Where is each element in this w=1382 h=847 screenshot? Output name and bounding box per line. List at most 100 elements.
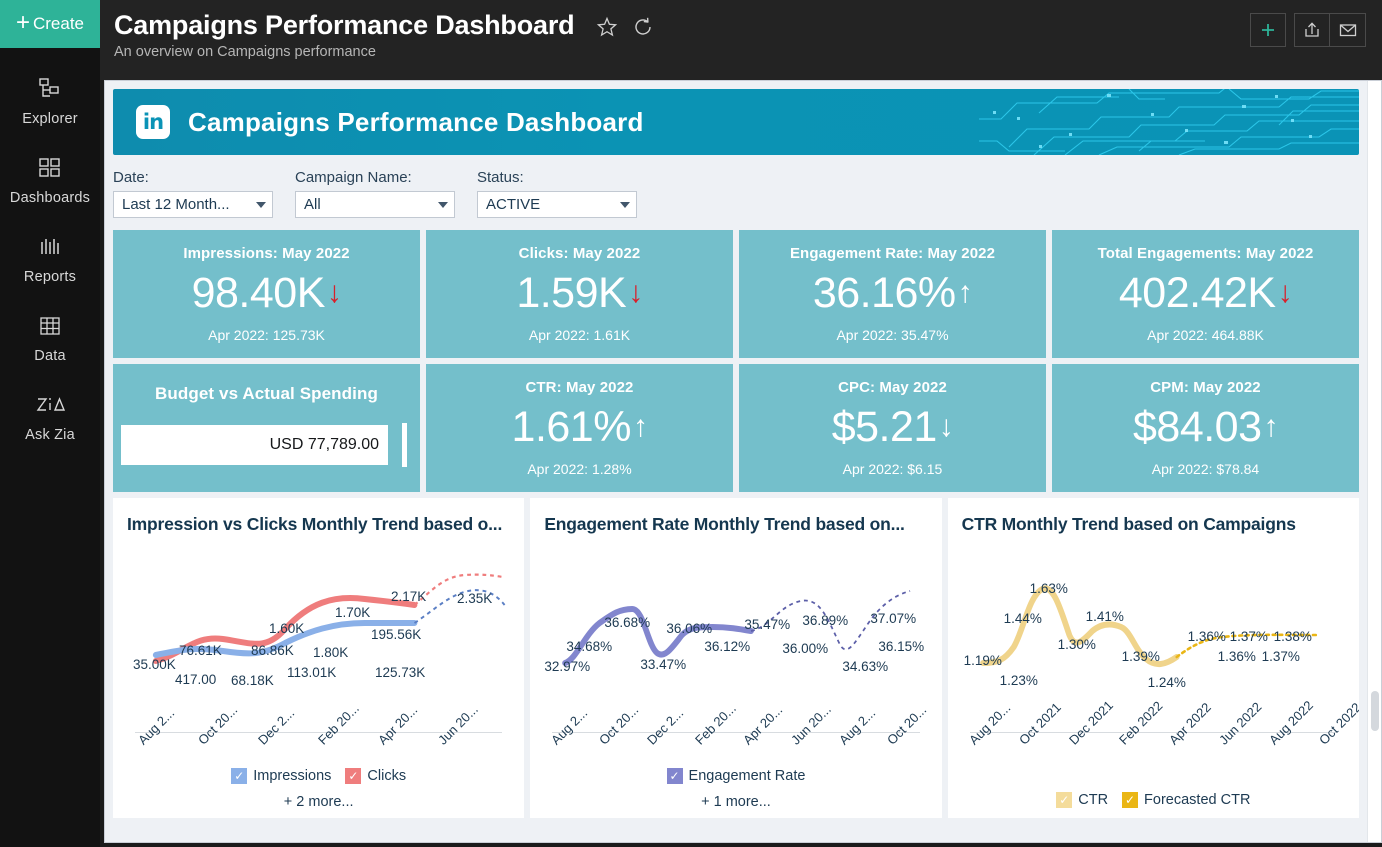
- chart-lines: [152, 573, 506, 664]
- data-label: 36.89%: [802, 613, 849, 628]
- sidebar-item-data[interactable]: Data: [0, 311, 100, 364]
- chart-plot-area: 35.00K 417.00 76.61K 68.18K 86.86K 113.0…: [127, 543, 510, 733]
- chart-title: Engagement Rate Monthly Trend based on..…: [544, 514, 905, 534]
- main-area: Campaigns Performance Dashboard An overv…: [100, 0, 1382, 847]
- sidebar-item-dashboards[interactable]: Dashboards: [0, 153, 100, 206]
- legend-checkbox-icon[interactable]: ✓: [1056, 792, 1073, 808]
- title-icon-group: [596, 16, 654, 38]
- data-label: 417.00: [175, 672, 217, 687]
- plus-icon: [1262, 24, 1274, 36]
- kpi-value: 98.40K: [191, 268, 326, 317]
- chart-title: Impression vs Clicks Monthly Trend based…: [127, 514, 503, 534]
- chart-title: CTR Monthly Trend based on Campaigns: [961, 514, 1296, 534]
- email-button[interactable]: [1330, 13, 1366, 47]
- star-icon[interactable]: [596, 16, 618, 38]
- refresh-icon[interactable]: [632, 16, 654, 38]
- campaign-name-filter-select[interactable]: All: [295, 191, 455, 218]
- budget-gauge-value: USD 77,789.00: [121, 425, 388, 465]
- legend-item-clicks[interactable]: ✓ Clicks: [345, 768, 406, 784]
- kpi-title: Engagement Rate: May 2022: [789, 244, 996, 262]
- kpi-card-ctr[interactable]: CTR: May 2022 1.61% ↑ Apr 2022: 1.28%: [426, 364, 733, 492]
- data-label: 35.00K: [133, 657, 176, 672]
- chart-plot-area: 32.97% 34.68% 36.68% 33.47% 36.06% 36.12…: [544, 543, 927, 733]
- date-filter-select[interactable]: Last 12 Month...: [113, 191, 273, 218]
- legend-checkbox-icon[interactable]: ✓: [666, 768, 683, 784]
- data-label: 36.00%: [782, 641, 829, 656]
- data-label: 1.24%: [1147, 675, 1186, 690]
- kpi-card-total-engagements[interactable]: Total Engagements: May 2022 402.42K ↓ Ap…: [1052, 230, 1359, 358]
- data-icon: [37, 311, 63, 341]
- data-label: 35.47%: [744, 617, 791, 632]
- chart-legend: ✓ Impressions ✓ Clicks: [113, 768, 524, 784]
- legend-checkbox-icon[interactable]: ✓: [1122, 792, 1139, 808]
- dashboard-canvas: in Campaigns Performance Dashboard: [104, 80, 1382, 843]
- kpi-card-engagement-rate[interactable]: Engagement Rate: May 2022 36.16% ↑ Apr 2…: [739, 230, 1046, 358]
- sidebar-item-ask-zia[interactable]: Ask Zia: [0, 390, 100, 443]
- legend-more-link[interactable]: + 2 more...: [283, 794, 354, 810]
- sidebar-item-label: Dashboards: [9, 190, 91, 206]
- kpi-title: Impressions: May 2022: [183, 244, 350, 262]
- legend-item-ctr[interactable]: ✓ CTR: [1056, 792, 1108, 808]
- reports-icon: [37, 232, 63, 262]
- legend-checkbox-icon[interactable]: ✓: [231, 768, 248, 784]
- data-label: 1.37%: [1229, 629, 1268, 644]
- sidebar-item-explorer[interactable]: Explorer: [0, 74, 100, 127]
- date-filter-label: Date:: [113, 169, 149, 186]
- data-label: 125.73K: [375, 665, 426, 680]
- banner-title: Campaigns Performance Dashboard: [188, 106, 644, 137]
- kpi-value-row: $84.03 ↑: [1133, 404, 1279, 450]
- kpi-value: 402.42K: [1118, 268, 1276, 317]
- kpi-row-1: Impressions: May 2022 98.40K ↓ Apr 2022:…: [105, 218, 1367, 358]
- kpi-row-2: Budget vs Actual Spending USD 77,789.00 …: [105, 358, 1367, 492]
- data-label: 1.38%: [1273, 629, 1312, 644]
- title-block: Campaigns Performance Dashboard An overv…: [114, 8, 575, 60]
- kpi-title: Clicks: May 2022: [518, 244, 641, 262]
- data-label: 36.12%: [704, 639, 751, 654]
- legend-checkbox-icon[interactable]: ✓: [345, 768, 362, 784]
- data-label: 1.23%: [999, 673, 1038, 688]
- ctr-chart[interactable]: CTR Monthly Trend based on Campaigns 1.1…: [947, 498, 1359, 818]
- kpi-previous: Apr 2022: 464.88K: [1147, 327, 1264, 344]
- kpi-card-budget-vs-actual[interactable]: Budget vs Actual Spending USD 77,789.00: [113, 364, 420, 492]
- trend-down-icon: ↓: [628, 276, 643, 310]
- sidebar-item-label: Data: [34, 348, 66, 364]
- vertical-scrollbar[interactable]: [1367, 81, 1381, 842]
- kpi-previous: Apr 2022: $6.15: [842, 461, 943, 478]
- scrollbar-thumb[interactable]: [1371, 691, 1379, 731]
- data-label: 36.68%: [604, 615, 651, 630]
- data-label: 86.86K: [251, 643, 294, 658]
- kpi-title: CPM: May 2022: [1150, 378, 1261, 396]
- kpi-card-cpc[interactable]: CPC: May 2022 $5.21 ↓ Apr 2022: $6.15: [739, 364, 1046, 492]
- status-filter-select[interactable]: ACTIVE: [477, 191, 637, 218]
- data-label: 1.36%: [1187, 629, 1226, 644]
- kpi-previous: Apr 2022: 35.47%: [836, 327, 949, 344]
- legend-more-link[interactable]: + 1 more...: [701, 794, 771, 810]
- legend-item-forecasted-ctr[interactable]: ✓ Forecasted CTR: [1122, 792, 1250, 808]
- chevron-down-icon: [620, 201, 630, 208]
- kpi-card-impressions[interactable]: Impressions: May 2022 98.40K ↓ Apr 2022:…: [113, 230, 420, 358]
- kpi-card-clicks[interactable]: Clicks: May 2022 1.59K ↓ Apr 2022: 1.61K: [426, 230, 733, 358]
- chevron-down-icon: [256, 201, 266, 208]
- circuit-pattern-decoration: [979, 89, 1359, 155]
- kpi-value: 1.61%: [511, 402, 632, 451]
- add-button[interactable]: [1250, 13, 1286, 47]
- engagement-rate-chart[interactable]: Engagement Rate Monthly Trend based on..…: [530, 498, 942, 818]
- legend-item-impressions[interactable]: ✓ Impressions: [231, 768, 331, 784]
- impressions-vs-clicks-chart[interactable]: Impression vs Clicks Monthly Trend based…: [113, 498, 525, 818]
- kpi-value-row: 1.59K ↓: [516, 270, 643, 316]
- ask-zia-icon: [35, 390, 65, 420]
- kpi-card-cpm[interactable]: CPM: May 2022 $84.03 ↑ Apr 2022: $78.84: [1052, 364, 1359, 492]
- sidebar-item-reports[interactable]: Reports: [0, 232, 100, 285]
- explorer-icon: [37, 74, 63, 104]
- legend-label: CTR: [1078, 792, 1109, 808]
- x-axis-line: [135, 732, 503, 733]
- create-button[interactable]: + Create: [0, 0, 100, 48]
- legend-item-engagement-rate[interactable]: ✓ Engagement Rate: [666, 768, 805, 784]
- budget-gauge-row: USD 77,789.00: [113, 423, 420, 467]
- chart-plot-area: 1.19% 1.23% 1.44% 1.63% 1.30% 1.41% 1.39…: [962, 543, 1345, 733]
- dashboards-icon: [37, 153, 63, 183]
- trend-up-icon: ↑: [1263, 410, 1279, 444]
- share-button[interactable]: [1294, 13, 1330, 47]
- kpi-value-row: 1.61% ↑: [511, 402, 648, 451]
- budget-gauge-marker: [402, 423, 407, 467]
